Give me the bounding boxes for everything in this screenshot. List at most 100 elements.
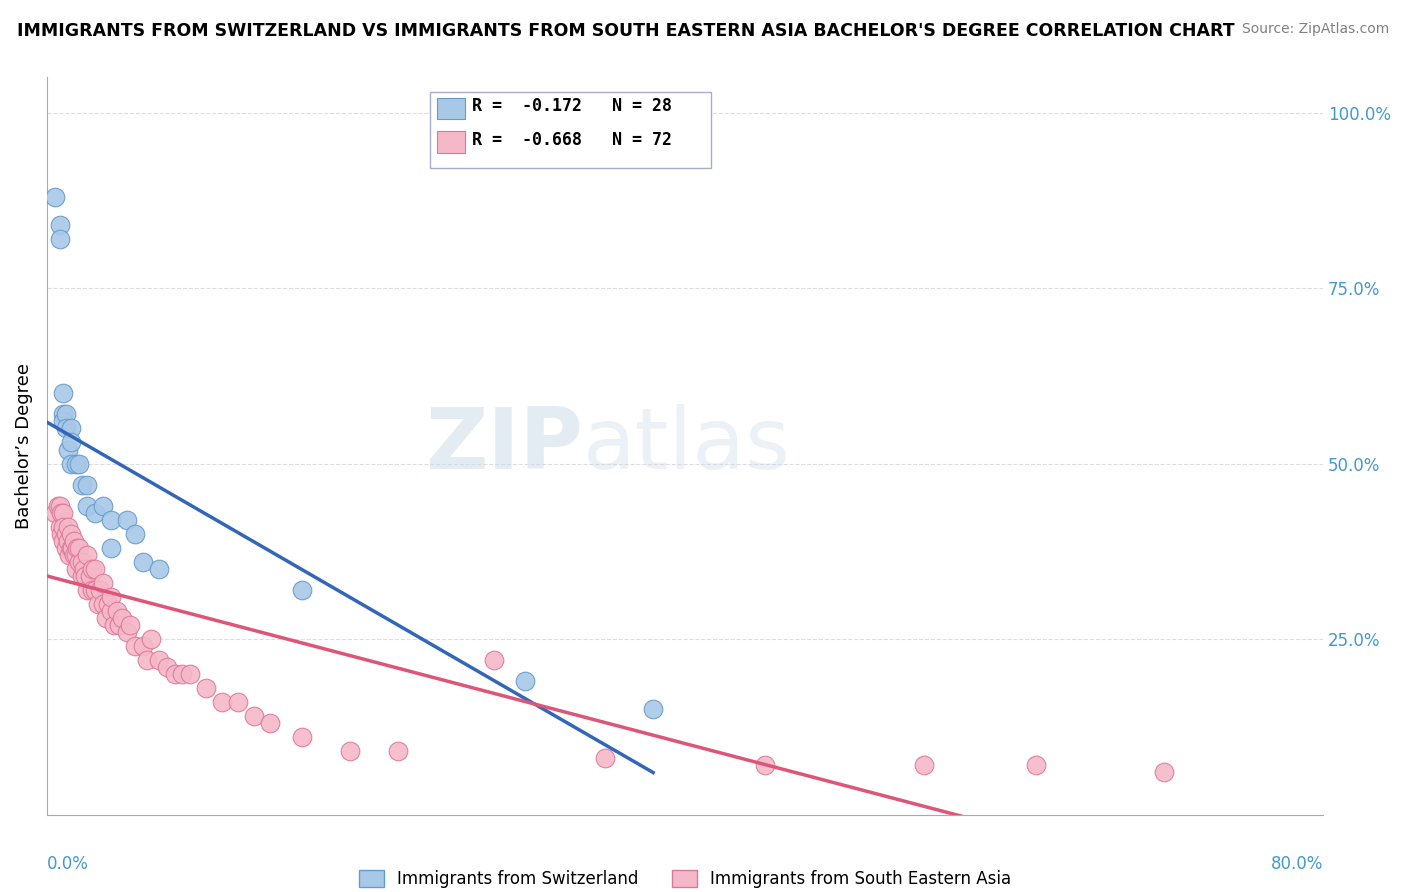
Point <box>643 702 665 716</box>
Point <box>339 744 361 758</box>
Point <box>52 506 75 520</box>
Point <box>124 526 146 541</box>
Point <box>83 506 105 520</box>
Point <box>44 506 66 520</box>
Point <box>754 758 776 772</box>
Point <box>59 526 82 541</box>
Point <box>1153 765 1175 780</box>
Point <box>67 457 90 471</box>
Point <box>91 499 114 513</box>
Text: 80.0%: 80.0% <box>1271 855 1323 873</box>
Point <box>211 695 233 709</box>
Point <box>52 520 75 534</box>
Text: R =  -0.668   N = 72: R = -0.668 N = 72 <box>472 131 672 149</box>
Point <box>111 611 134 625</box>
Point <box>76 499 98 513</box>
Text: IMMIGRANTS FROM SWITZERLAND VS IMMIGRANTS FROM SOUTH EASTERN ASIA BACHELOR'S DEG: IMMIGRANTS FROM SWITZERLAND VS IMMIGRANT… <box>17 22 1234 40</box>
Point <box>55 526 77 541</box>
Point <box>70 569 93 583</box>
Point <box>1025 758 1047 772</box>
Point <box>51 526 73 541</box>
Point <box>51 506 73 520</box>
Point <box>55 408 77 422</box>
Point <box>52 408 75 422</box>
Y-axis label: Bachelor’s Degree: Bachelor’s Degree <box>15 363 32 529</box>
Point <box>172 667 194 681</box>
Point <box>87 597 110 611</box>
Point <box>56 533 79 548</box>
Point <box>46 499 69 513</box>
Point <box>482 653 505 667</box>
Point <box>65 457 87 471</box>
Point <box>89 582 111 597</box>
Point <box>155 660 177 674</box>
Point <box>44 190 66 204</box>
Point <box>115 513 138 527</box>
Point <box>515 674 537 689</box>
Point <box>131 555 153 569</box>
Point <box>56 520 79 534</box>
Point <box>63 548 86 562</box>
Point <box>55 421 77 435</box>
Point <box>66 541 89 555</box>
Point <box>58 548 80 562</box>
Point <box>105 604 128 618</box>
Point <box>76 548 98 562</box>
Text: 0.0%: 0.0% <box>46 855 89 873</box>
Point <box>67 555 90 569</box>
Point <box>67 541 90 555</box>
Point <box>100 541 122 555</box>
Point <box>80 582 103 597</box>
Point <box>100 604 122 618</box>
Point <box>107 618 129 632</box>
Point <box>291 582 314 597</box>
Point <box>195 681 218 696</box>
Point <box>387 744 409 758</box>
Point <box>65 562 87 576</box>
Point <box>115 625 138 640</box>
Point <box>48 218 70 232</box>
Point <box>179 667 201 681</box>
Point <box>52 386 75 401</box>
Point <box>62 541 84 555</box>
Text: atlas: atlas <box>583 404 792 488</box>
Point <box>163 667 186 681</box>
Point <box>136 653 159 667</box>
Point <box>55 541 77 555</box>
Point <box>48 520 70 534</box>
Point <box>59 457 82 471</box>
Point <box>48 232 70 246</box>
Point <box>59 435 82 450</box>
Point <box>65 548 87 562</box>
Point <box>103 618 125 632</box>
Point <box>118 618 141 632</box>
Point <box>291 731 314 745</box>
Legend: Immigrants from Switzerland, Immigrants from South Eastern Asia: Immigrants from Switzerland, Immigrants … <box>352 863 1018 892</box>
Point <box>83 582 105 597</box>
Point <box>94 611 117 625</box>
Point <box>83 562 105 576</box>
Point <box>139 632 162 646</box>
Point <box>63 533 86 548</box>
Point <box>70 555 93 569</box>
Point <box>593 751 616 765</box>
Point <box>91 575 114 590</box>
Point <box>52 533 75 548</box>
Point <box>56 442 79 457</box>
Point <box>148 653 170 667</box>
Point <box>228 695 250 709</box>
Point <box>52 414 75 428</box>
Text: Source: ZipAtlas.com: Source: ZipAtlas.com <box>1241 22 1389 37</box>
Point <box>148 562 170 576</box>
Point <box>80 562 103 576</box>
Point <box>259 716 281 731</box>
Point <box>124 639 146 653</box>
Point <box>70 477 93 491</box>
Point <box>48 499 70 513</box>
Text: R =  -0.172   N = 28: R = -0.172 N = 28 <box>472 97 672 115</box>
Point <box>131 639 153 653</box>
Point <box>96 597 118 611</box>
Point <box>91 597 114 611</box>
Point <box>75 569 97 583</box>
Point <box>100 513 122 527</box>
